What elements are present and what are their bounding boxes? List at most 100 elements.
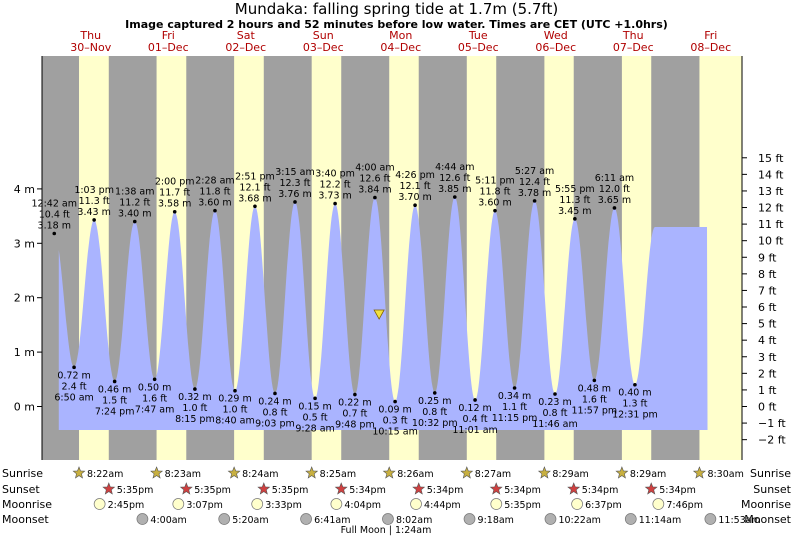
sunset-icon — [567, 482, 581, 495]
high-tide-time: 12:42 am — [32, 199, 77, 210]
sunset-icon — [412, 482, 426, 495]
low-tide-feet: 1.3 ft — [622, 399, 647, 410]
right-tick-label: 15 ft — [758, 152, 784, 165]
high-tide-feet: 11.3 ft — [79, 196, 110, 207]
moonset-time: 9:18am — [478, 515, 514, 526]
sunset-time: 5:35pm — [117, 485, 154, 496]
moonrise-icon — [652, 498, 665, 510]
right-tick-label: 13 ft — [758, 185, 784, 198]
sunrise-time: 8:25am — [320, 469, 356, 480]
low-tide-metres: 0.32 m — [178, 392, 211, 403]
high-tide-metres: 3.40 m — [118, 209, 151, 220]
right-tick-label: 14 ft — [758, 168, 784, 181]
high-tide-point — [532, 199, 537, 203]
day-of-week-label: Mon — [389, 29, 412, 42]
moonrise-icon — [490, 498, 503, 510]
low-tide-time: 6:50 am — [54, 392, 93, 403]
low-tide-point — [193, 387, 197, 391]
sunrise-time: 8:30am — [707, 469, 743, 480]
sunrise-time: 8:26am — [397, 469, 433, 480]
moonrise-time: 7:46pm — [666, 500, 703, 511]
sunset-icon — [179, 482, 193, 495]
moonset-time: 11:14am — [639, 515, 681, 526]
right-tick-label: 2 ft — [758, 367, 777, 380]
left-tick-label: 4 m — [14, 183, 35, 196]
high-tide-time: 3:15 am — [275, 167, 314, 178]
date-label: 06–Dec — [535, 41, 576, 54]
high-tide-time: 1:03 pm — [74, 185, 114, 196]
right-tick-label: 1 ft — [758, 384, 777, 397]
moonset-icon — [463, 513, 476, 525]
high-tide-metres: 3.58 m — [158, 199, 191, 210]
low-tide-metres: 0.22 m — [338, 398, 371, 409]
low-tide-feet: 0.5 ft — [303, 412, 328, 423]
right-tick-label: −2 ft — [758, 434, 786, 447]
high-tide-metres: 3.65 m — [598, 195, 631, 206]
moonset-icon — [218, 513, 231, 525]
right-tick-label: 6 ft — [758, 301, 777, 314]
date-label: 03–Dec — [303, 41, 344, 54]
right-tick-label: 11 ft — [758, 218, 784, 231]
high-tide-time: 6:11 am — [595, 173, 634, 184]
low-tide-metres: 0.50 m — [138, 382, 171, 393]
day-of-week-label: Fri — [162, 29, 175, 42]
sunrise-icon — [150, 466, 164, 479]
chart-subtitle: Image captured 2 hours and 52 minutes be… — [125, 18, 668, 31]
low-tide-metres: 0.15 m — [298, 401, 331, 412]
sunrise-time: 8:27am — [475, 469, 511, 480]
moonrise-time: 6:37pm — [585, 500, 622, 511]
low-tide-time: 8:15 pm — [175, 414, 215, 425]
high-tide-time: 2:51 pm — [235, 171, 275, 182]
high-tide-point — [132, 219, 137, 224]
right-axis-area — [742, 56, 793, 460]
chart-title: Mundaka: falling spring tide at 1.7m (5.… — [234, 0, 559, 18]
high-tide-point — [413, 203, 417, 208]
day-of-week-label: Fri — [704, 29, 717, 42]
high-tide-time: 5:27 am — [515, 166, 554, 177]
sunset-icon — [334, 482, 348, 495]
low-tide-time: 10:15 am — [372, 427, 417, 438]
high-tide-time: 1:38 am — [115, 187, 154, 198]
date-label: 07–Dec — [613, 41, 654, 54]
high-tide-point — [253, 204, 257, 209]
full-moon-label: Full Moon | 1:24am — [341, 525, 432, 536]
low-tide-time: 11:15 pm — [492, 413, 538, 424]
date-label: 01–Dec — [148, 41, 189, 54]
high-tide-point — [92, 218, 96, 222]
day-of-week-label: Thu — [79, 29, 101, 42]
right-tick-label: 9 ft — [758, 251, 777, 264]
moonrise-time: 3:07pm — [186, 500, 223, 511]
low-tide-point — [273, 391, 277, 396]
low-tide-feet: 0.8 ft — [262, 407, 287, 418]
right-tick-label: 8 ft — [758, 268, 777, 281]
low-tide-metres: 0.34 m — [498, 391, 531, 402]
row-label-left: Moonrise — [2, 498, 52, 511]
row-label-right: Moonset — [744, 513, 791, 526]
sunrise-icon — [537, 466, 551, 479]
moonset-time: 6:41am — [314, 515, 350, 526]
moonrise-icon — [410, 498, 422, 510]
high-tide-feet: 11.8 ft — [479, 187, 510, 198]
low-tide-time: 8:40 am — [215, 416, 254, 427]
high-tide-time: 5:11 pm — [475, 176, 515, 187]
high-tide-feet: 11.2 ft — [119, 198, 150, 209]
low-tide-time: 11:01 am — [452, 425, 497, 436]
high-tide-point — [172, 209, 177, 214]
high-tide-feet: 12.0 ft — [599, 184, 630, 195]
moonset-icon — [136, 513, 149, 525]
low-tide-point — [592, 378, 597, 383]
low-tide-point — [432, 391, 437, 395]
high-tide-time: 2:28 am — [195, 176, 234, 187]
sunset-time: 5:34pm — [349, 485, 386, 496]
high-tide-metres: 3.76 m — [278, 189, 311, 200]
moonrise-time: 4:04pm — [344, 500, 381, 511]
left-tick-label: 2 m — [14, 292, 35, 305]
low-tide-time: 7:47 am — [135, 404, 174, 415]
low-tide-feet: 1.5 ft — [102, 395, 127, 406]
low-tide-metres: 0.40 m — [618, 388, 651, 399]
row-label-right: Sunrise — [750, 467, 791, 480]
sunset-time: 5:35pm — [194, 485, 231, 496]
moonset-time: 11:53am — [718, 515, 760, 526]
low-tide-time: 11:46 am — [532, 419, 577, 430]
